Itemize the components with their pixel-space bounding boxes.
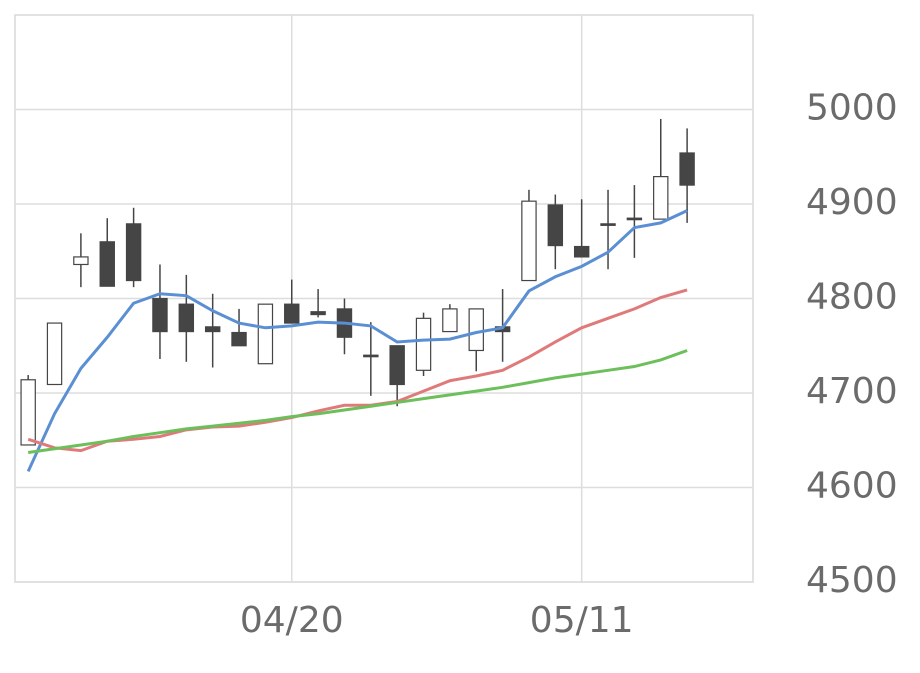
x-tick-label: 05/11 (530, 600, 634, 641)
candle-body (284, 303, 300, 324)
candle-body (389, 345, 405, 386)
moving-average-line (27, 288, 688, 453)
candle-body (204, 326, 221, 333)
candle-body (178, 303, 195, 333)
candle-body (626, 217, 643, 221)
candle-body (310, 311, 326, 316)
candle-body (679, 152, 695, 186)
y-tick-label: 5000 (806, 88, 898, 129)
moving-average-line (27, 349, 688, 455)
y-tick-label: 4800 (806, 277, 898, 318)
candle-body (521, 200, 537, 282)
candle-body (415, 317, 432, 371)
candle-body (573, 245, 590, 258)
candle-body (125, 223, 142, 282)
candle-body (257, 303, 274, 365)
candle-body (442, 308, 458, 333)
y-tick-label: 4500 (806, 560, 898, 601)
candle-body (20, 379, 36, 446)
y-tick-label: 4600 (806, 466, 898, 507)
candle-body (600, 223, 616, 226)
candle-body (46, 322, 63, 386)
candle-body (99, 241, 115, 287)
candle-body (73, 256, 89, 266)
candle-body (653, 175, 669, 220)
candle-body (547, 204, 564, 247)
candle-body (231, 331, 247, 347)
y-tick-label: 4700 (806, 371, 898, 412)
moving-average-line (26, 209, 688, 473)
candle-body (152, 297, 168, 333)
x-tick-label: 04/20 (240, 600, 344, 641)
candle-body (363, 354, 379, 358)
candle-body (468, 308, 484, 352)
y-tick-label: 4900 (806, 182, 898, 223)
